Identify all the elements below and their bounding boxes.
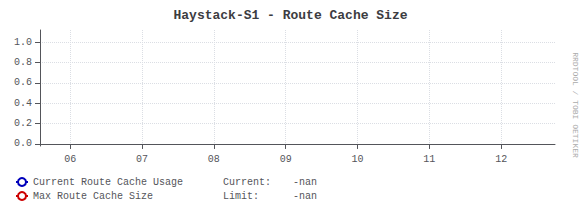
svg-text:1.0: 1.0	[14, 37, 32, 48]
svg-text:10: 10	[351, 154, 363, 165]
svg-text:12: 12	[495, 154, 507, 165]
svg-text:07: 07	[136, 154, 148, 165]
svg-text:Current:: Current:	[223, 177, 271, 188]
svg-text:0.0: 0.0	[14, 138, 32, 149]
svg-text:06: 06	[64, 154, 76, 165]
svg-text:0.4: 0.4	[14, 98, 32, 109]
svg-text:09: 09	[280, 154, 292, 165]
svg-text:11: 11	[423, 154, 435, 165]
svg-text:0.2: 0.2	[14, 118, 32, 129]
svg-text:Haystack-S1 - Route Cache Size: Haystack-S1 - Route Cache Size	[173, 8, 407, 23]
svg-text:Limit:: Limit:	[223, 191, 259, 202]
svg-text:0.8: 0.8	[14, 57, 32, 68]
svg-text:08: 08	[208, 154, 220, 165]
svg-text:RRDTOOL / TOBI OETIKER: RRDTOOL / TOBI OETIKER	[571, 52, 580, 158]
svg-text:Current Route Cache Usage: Current Route Cache Usage	[33, 177, 183, 188]
svg-text:Max Route Cache Size: Max Route Cache Size	[33, 191, 153, 202]
svg-text:0.6: 0.6	[14, 77, 32, 88]
svg-text:-nan: -nan	[293, 191, 317, 202]
svg-text:-nan: -nan	[293, 177, 317, 188]
